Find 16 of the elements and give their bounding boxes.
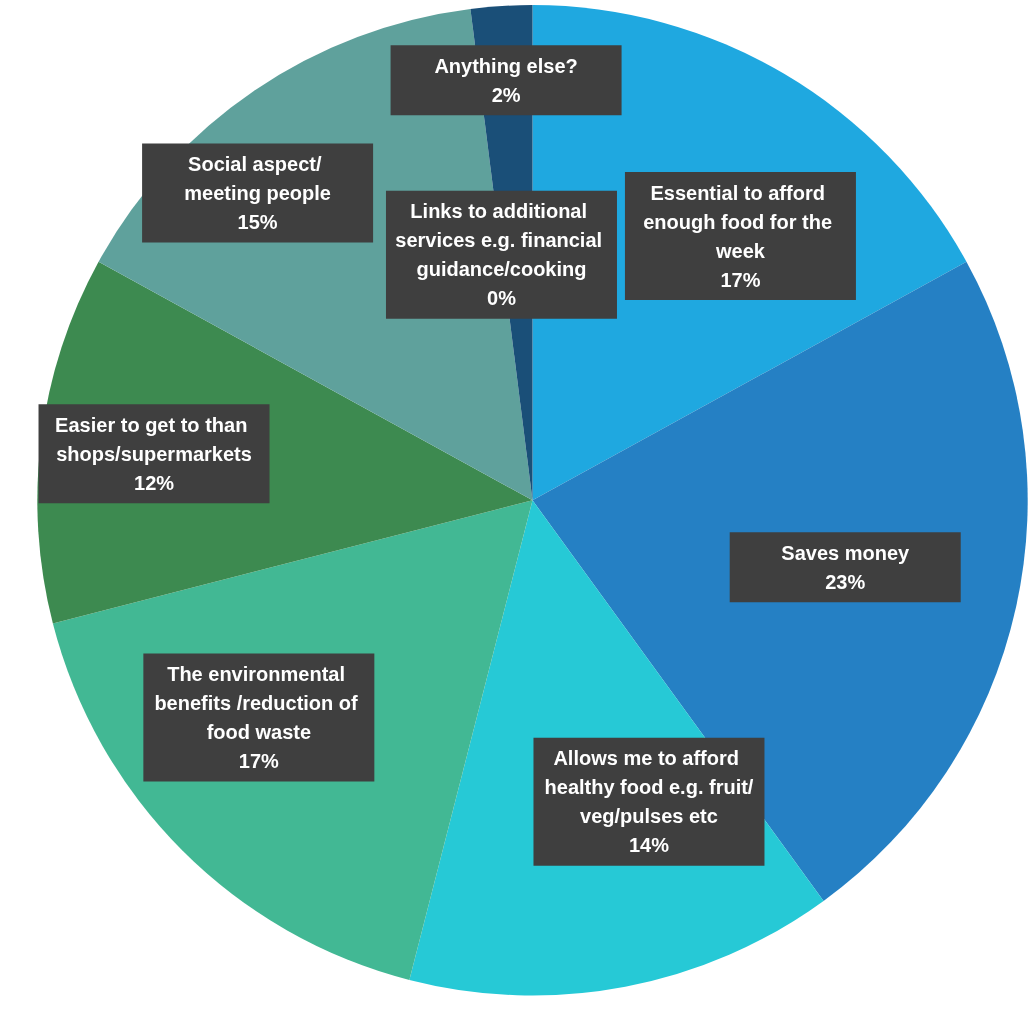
data-label: 23% xyxy=(825,570,866,593)
slice-label: Saves money xyxy=(781,541,911,564)
data-label: 17% xyxy=(720,268,761,291)
data-label: 17% xyxy=(238,749,280,772)
slice-label: Anything else? xyxy=(434,54,578,77)
slice-label: Social aspect/ meeting people xyxy=(184,153,331,205)
category-label: Links to additional services e.g. financial guidance/cooking xyxy=(395,200,603,281)
slice-label: Allows me to afford healthy food e.g. fruit/veg/pulses etc xyxy=(544,747,754,828)
text: 0% xyxy=(487,287,516,310)
data-label: 14% xyxy=(628,834,670,857)
data-label: 12% xyxy=(134,471,175,494)
slice-label: Easier to get to than shops/supermarkets xyxy=(55,413,253,465)
slice-label: Essential to afford enough food for the week xyxy=(643,181,838,262)
data-label: 2% xyxy=(491,83,521,106)
data-label: 15% xyxy=(237,211,278,234)
slice-label: The environmental benefits /reduction of food waste xyxy=(154,662,364,743)
